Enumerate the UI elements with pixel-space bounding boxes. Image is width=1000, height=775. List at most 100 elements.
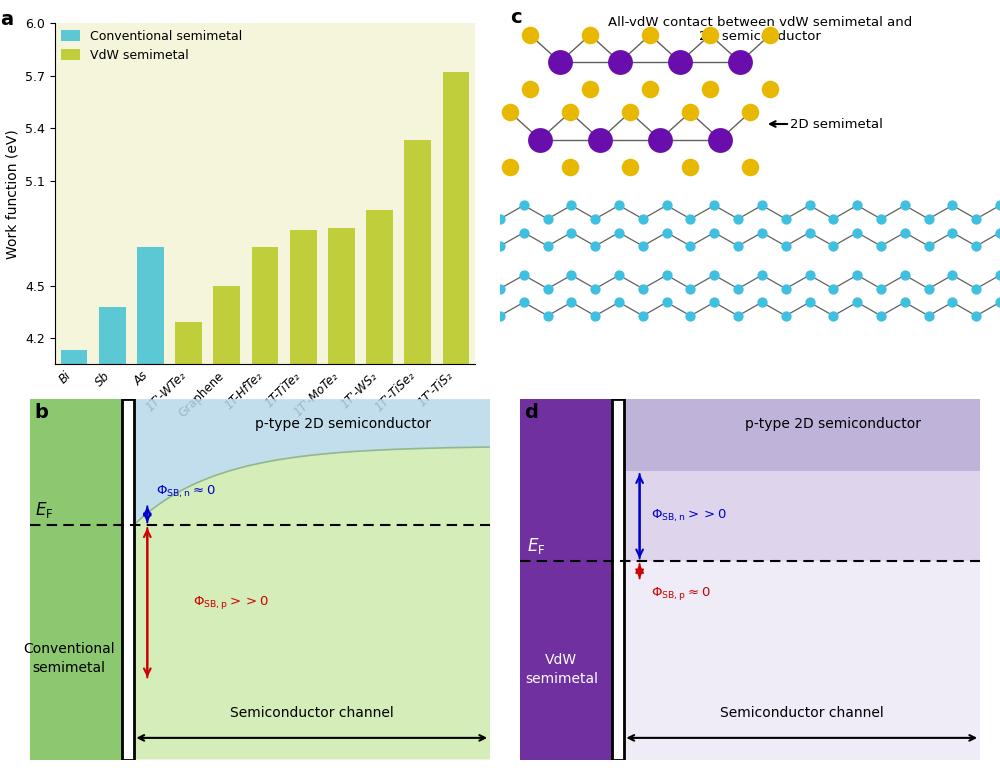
Point (682, 240, 698, 253)
Point (754, 226, 770, 239)
Point (802, 199, 818, 212)
Point (730, 212, 746, 225)
Point (968, 283, 984, 295)
Text: Conventional
semimetal: Conventional semimetal (23, 642, 115, 675)
Point (825, 212, 841, 225)
Point (802, 296, 818, 308)
Point (992, 269, 1000, 281)
Point (968, 212, 984, 225)
Point (897, 226, 913, 239)
Point (659, 296, 675, 308)
Point (706, 269, 722, 281)
Point (672, 56, 688, 68)
Point (492, 283, 508, 295)
Point (563, 226, 579, 239)
Point (825, 309, 841, 322)
Point (762, 29, 778, 41)
Point (492, 309, 508, 322)
Bar (137, 247, 164, 775)
Bar (366, 210, 393, 775)
Polygon shape (624, 471, 980, 561)
Point (992, 226, 1000, 239)
Point (612, 56, 628, 68)
Text: $\Phi_\mathrm{SB,p}$$\approx$0: $\Phi_\mathrm{SB,p}$$\approx$0 (651, 584, 711, 601)
Point (968, 309, 984, 322)
Point (587, 309, 603, 322)
Point (540, 240, 556, 253)
Point (754, 269, 770, 281)
Polygon shape (624, 399, 980, 471)
Point (682, 106, 698, 119)
Point (635, 212, 651, 225)
Text: Semiconductor channel: Semiconductor channel (720, 706, 884, 720)
Point (562, 160, 578, 173)
Point (532, 133, 548, 146)
Point (611, 296, 627, 308)
Bar (213, 285, 240, 775)
Text: All-vdW contact between vdW semimetal and
2D semiconductor: All-vdW contact between vdW semimetal an… (608, 16, 912, 43)
Bar (290, 229, 317, 775)
Point (706, 296, 722, 308)
Point (921, 309, 937, 322)
Point (897, 296, 913, 308)
Point (516, 269, 532, 281)
Point (944, 199, 960, 212)
Polygon shape (134, 399, 490, 525)
Point (778, 212, 794, 225)
Point (540, 309, 556, 322)
Point (897, 199, 913, 212)
Point (592, 133, 608, 146)
Point (522, 83, 538, 95)
Point (587, 212, 603, 225)
Point (849, 296, 865, 308)
Point (778, 283, 794, 295)
Point (516, 199, 532, 212)
Point (502, 106, 518, 119)
Point (682, 283, 698, 295)
Point (730, 240, 746, 253)
Point (622, 160, 638, 173)
Point (659, 226, 675, 239)
Text: Semiconductor channel: Semiconductor channel (230, 706, 394, 720)
Point (563, 269, 579, 281)
Point (702, 29, 718, 41)
Point (944, 296, 960, 308)
Point (659, 269, 675, 281)
Point (802, 269, 818, 281)
Point (492, 240, 508, 253)
Point (516, 296, 532, 308)
Text: a: a (0, 9, 14, 29)
Bar (328, 228, 355, 775)
Text: p-type 2D semiconductor: p-type 2D semiconductor (255, 417, 431, 431)
Point (754, 199, 770, 212)
Polygon shape (30, 399, 122, 760)
Text: $E_\mathrm{F}$: $E_\mathrm{F}$ (527, 536, 545, 556)
Point (706, 226, 722, 239)
Text: $\Phi_\mathrm{SB,p}$$>>$0: $\Phi_\mathrm{SB,p}$$>>$0 (193, 594, 269, 611)
Point (992, 296, 1000, 308)
Y-axis label: Work function (eV): Work function (eV) (6, 129, 20, 259)
Point (552, 56, 568, 68)
Point (706, 199, 722, 212)
Point (562, 106, 578, 119)
Point (516, 226, 532, 239)
Point (682, 212, 698, 225)
Point (849, 199, 865, 212)
Point (712, 133, 728, 146)
Point (502, 160, 518, 173)
Point (563, 199, 579, 212)
Point (849, 226, 865, 239)
Point (587, 283, 603, 295)
Text: b: b (35, 403, 48, 422)
Bar (404, 140, 431, 775)
Point (873, 212, 889, 225)
Bar (252, 247, 278, 775)
Text: d: d (525, 403, 538, 422)
Point (742, 160, 758, 173)
Point (659, 199, 675, 212)
Point (849, 269, 865, 281)
Point (611, 269, 627, 281)
Point (732, 56, 748, 68)
Point (873, 240, 889, 253)
Point (825, 240, 841, 253)
